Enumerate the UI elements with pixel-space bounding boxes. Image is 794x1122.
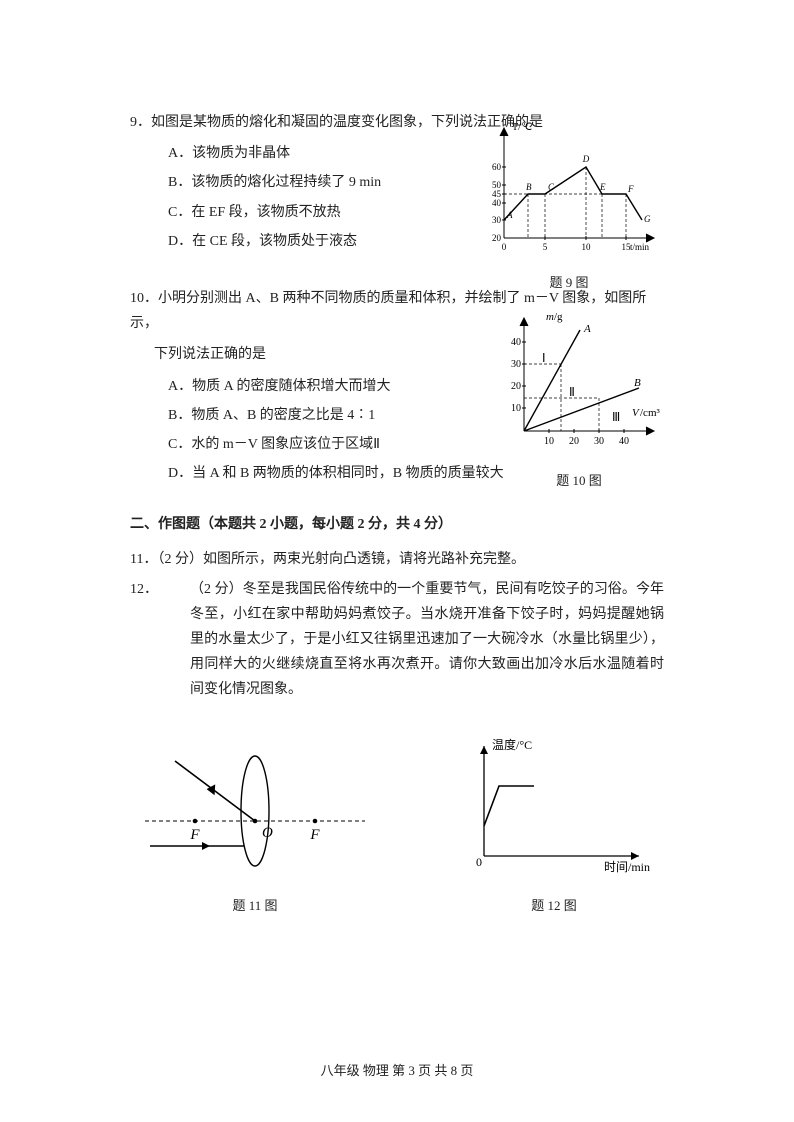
fig11-caption: 题 11 图 [140,894,370,917]
q10-number: 10． [130,291,158,306]
svg-text:V: V [632,407,640,419]
svg-text:30: 30 [594,436,604,447]
q9-opt-b: B．该物质的熔化过程持续了 9 min [168,170,468,195]
q9-opt-c: C．在 EF 段，该物质不放热 [168,200,468,225]
svg-text:30: 30 [511,359,521,370]
fig10-caption: 题 10 图 [494,469,664,492]
svg-text:0: 0 [476,855,482,869]
q10-opt-a: A．物质 A 的密度随体积增大而增大 [168,374,508,399]
svg-text:B: B [526,182,532,192]
q10-options: A．物质 A 的密度随体积增大而增大 B．物质 A、B 的密度之比是 4∶1 C… [130,374,508,487]
svg-text:60: 60 [492,162,502,172]
q10-opt-b: B．物质 A、B 的密度之比是 4∶1 [168,403,508,428]
q9-options: A．该物质为非晶体 B．该物质的熔化过程持续了 9 min C．在 EF 段，该… [130,141,468,254]
q9-opt-d: D．在 CE 段，该物质处于液态 [168,229,468,254]
q10-opt-d: D．当 A 和 B 两物质的体积相同时，B 物质的质量较大 [168,461,508,486]
svg-text:B: B [634,377,641,389]
svg-text:0: 0 [502,242,507,252]
question-12: 12． （2 分）冬至是我国民俗传统中的一个重要节气，民间有吃饺子的习俗。今年冬… [130,577,664,703]
svg-text:Ⅲ: Ⅲ [612,410,620,424]
svg-text:A: A [506,210,513,220]
figure-11: F O F 题 11 图 [140,731,370,918]
svg-text:Ⅱ: Ⅱ [569,385,575,399]
figures-row: F O F 题 11 图 [130,731,664,918]
question-10: 10．小明分别测出 A、B 两种不同物质的质量和体积，并绘制了 m－V 图象，如… [130,286,664,486]
figure-10: 10 20 30 40 10 20 30 40 A [494,306,664,493]
svg-text:20: 20 [511,381,521,392]
svg-text:40: 40 [511,337,521,348]
svg-text:/cm³: /cm³ [640,407,660,419]
q10-opt-c: C．水的 m－V 图象应该位于区域Ⅱ [168,432,508,457]
svg-text:O: O [262,825,273,841]
q11-body: （2 分）如图所示，两束光射向凸透镜，请将光路补充完整。 [157,552,525,567]
q11-number: 11． [130,552,157,567]
question-11: 11．（2 分）如图所示，两束光射向凸透镜，请将光路补充完整。 [130,547,664,572]
q9-opt-a: A．该物质为非晶体 [168,141,468,166]
svg-text:Ⅰ: Ⅰ [542,351,546,365]
svg-text:10: 10 [582,242,592,252]
svg-text:G: G [644,214,651,224]
svg-text:m: m [546,311,554,323]
q9-number: 9． [130,115,151,130]
svg-text:温度/°C: 温度/°C [492,737,532,752]
svg-text:/g: /g [554,311,563,323]
svg-text:20: 20 [569,436,579,447]
svg-text:F: F [309,827,320,843]
svg-text:50: 50 [492,180,502,190]
section2-title: 二、作图题（本题共 2 小题，每小题 2 分，共 4 分） [130,512,664,537]
svg-text:45: 45 [492,189,502,199]
svg-text:40: 40 [492,198,502,208]
svg-text:20: 20 [492,233,502,243]
svg-text:A: A [583,323,591,335]
svg-text:30: 30 [492,215,502,225]
svg-text:E: E [599,182,606,192]
svg-text:10: 10 [544,436,554,447]
q12-body: （2 分）冬至是我国民俗传统中的一个重要节气，民间有吃饺子的习俗。今年冬至，小红… [130,577,664,703]
svg-text:C: C [548,182,555,192]
fig9-xlabel: t/min [630,242,650,252]
svg-text:时间/min: 时间/min [604,860,650,874]
fig12-caption: 题 12 图 [454,894,654,917]
fig9-ylabel: T/℃ [512,122,532,133]
figure-9: 20 30 40 45 50 60 0 5 [474,118,664,295]
svg-text:F: F [627,184,634,194]
svg-text:5: 5 [543,242,548,252]
svg-text:10: 10 [511,403,521,414]
svg-text:40: 40 [619,436,629,447]
question-9: 9．如图是某物质的熔化和凝固的温度变化图象，下列说法正确的是 A．该物质为非晶体… [130,110,664,254]
figure-12: 温度/°C 时间/min 0 题 12 图 [454,731,654,918]
page-footer: 八年级 物理 第 3 页 共 8 页 [0,1059,794,1082]
svg-text:D: D [582,154,590,164]
svg-text:F: F [189,827,200,843]
q12-number: 12． [130,577,158,602]
